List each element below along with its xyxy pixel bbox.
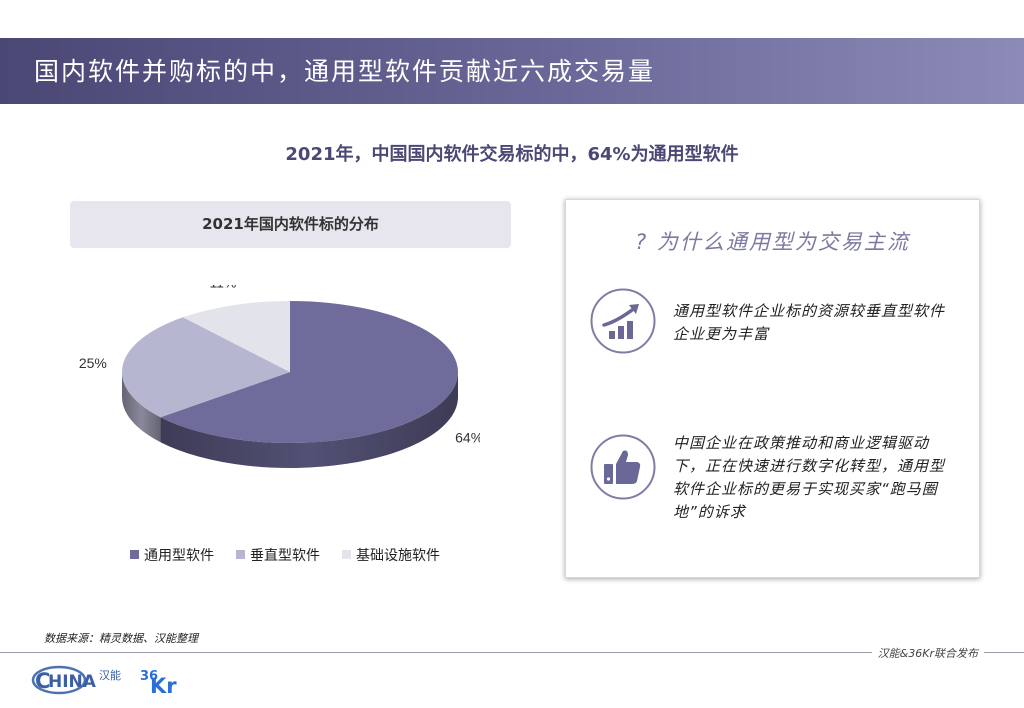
svg-text:C: C (35, 669, 50, 693)
reason-text-1: 通用型软件企业标的资源较垂直型软件企业更为丰富 (673, 302, 946, 343)
pie-chart: 64% 25% 11% (79, 285, 480, 468)
pie-side-1 (122, 372, 161, 443)
kr-logo-text: Kr (150, 674, 177, 696)
reasons-panel: ? 为什么通用型为交易主流 通用型软件企业标的资源较垂直型软件企业更为丰富 中国… (565, 199, 980, 578)
legend-swatch-2 (342, 550, 351, 559)
pie-slice-0 (160, 301, 458, 443)
panel-title: ? 为什么通用型为交易主流 (635, 230, 910, 254)
legend-label-2: 基础设施软件 (356, 548, 440, 564)
subtitle: 2021年，中国国内软件交易标的中，64%为通用型软件 (285, 144, 739, 165)
pie-slice-1 (122, 317, 290, 418)
footer-divider (0, 652, 1024, 653)
pie-value-label-1: 25% (79, 355, 107, 371)
pie-value-label-0: 64% (455, 429, 480, 445)
china-logo-cn: 汉能 (99, 668, 121, 682)
chart-title: 2021年国内软件标的分布 (70, 201, 511, 248)
legend-item-1: 垂直型软件 (236, 545, 320, 565)
legend-item-2: 基础设施软件 (342, 545, 440, 565)
pie-slice-2 (182, 301, 290, 372)
china-logo-text: HINA (48, 672, 97, 692)
thumbs-up-icon (590, 434, 656, 500)
header-banner: 国内软件并购标的中，通用型软件贡献近六成交易量 (0, 38, 1024, 104)
kr-logo-number: 36 (140, 669, 158, 684)
reason-text-2: 中国企业在政策推动和商业逻辑驱动下，正在快速进行数字化转型，通用型软件企业标的更… (673, 434, 946, 521)
legend-label-0: 通用型软件 (144, 548, 214, 564)
china-renaissance-logo: C HINA 汉能 (31, 665, 121, 695)
legend-swatch-1 (236, 550, 245, 559)
page-title: 国内软件并购标的中，通用型软件贡献近六成交易量 (34, 57, 656, 86)
36kr-logo: 36 Kr (140, 669, 177, 696)
legend-item-0: 通用型软件 (130, 545, 214, 565)
legend-label-1: 垂直型软件 (250, 548, 320, 564)
legend-swatch-0 (130, 550, 139, 559)
growth-chart-icon (590, 288, 656, 354)
footer-note: 汉能&36Kr联合发布 (871, 645, 984, 661)
chart-legend: 通用型软件 垂直型软件 基础设施软件 (130, 545, 462, 565)
data-source: 数据来源：精灵数据、汉能整理 (44, 632, 198, 645)
pie-value-label-2: 11% (209, 285, 236, 291)
pie-side-0 (160, 372, 458, 468)
